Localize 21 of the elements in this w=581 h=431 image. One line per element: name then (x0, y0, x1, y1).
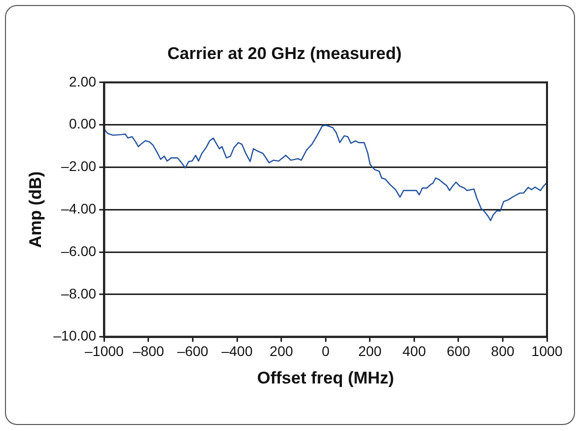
chart-title: Carrier at 20 GHz (measured) (167, 44, 402, 63)
x-tick-label: –400 (221, 343, 253, 360)
y-tick-label: –8.00 (61, 285, 96, 302)
x-tick-label: 1000 (531, 343, 563, 360)
y-tick-label: –6.00 (61, 242, 96, 259)
y-tick-label: –4.00 (61, 200, 96, 216)
x-tick-label: 200 (358, 343, 382, 360)
y-tick-label: –10.00 (53, 328, 96, 344)
x-tick-label: 200 (270, 343, 294, 360)
x-tick-label: –800 (132, 343, 164, 360)
y-tick-label: 2.00 (68, 73, 96, 90)
y-axis-title: Amp (dB) (26, 171, 45, 248)
x-tick-label: 600 (446, 343, 470, 360)
x-tick-label: 400 (402, 343, 426, 360)
y-tick-label: 0.00 (68, 116, 96, 132)
x-tick-label: 0 (322, 343, 330, 360)
y-tick-label: –2.00 (61, 158, 96, 174)
x-tick-label: –600 (177, 343, 209, 360)
x-tick-label: 800 (491, 343, 515, 360)
x-axis-title: Offset freq (MHz) (257, 368, 394, 388)
x-tick-label: –1000 (84, 343, 124, 360)
